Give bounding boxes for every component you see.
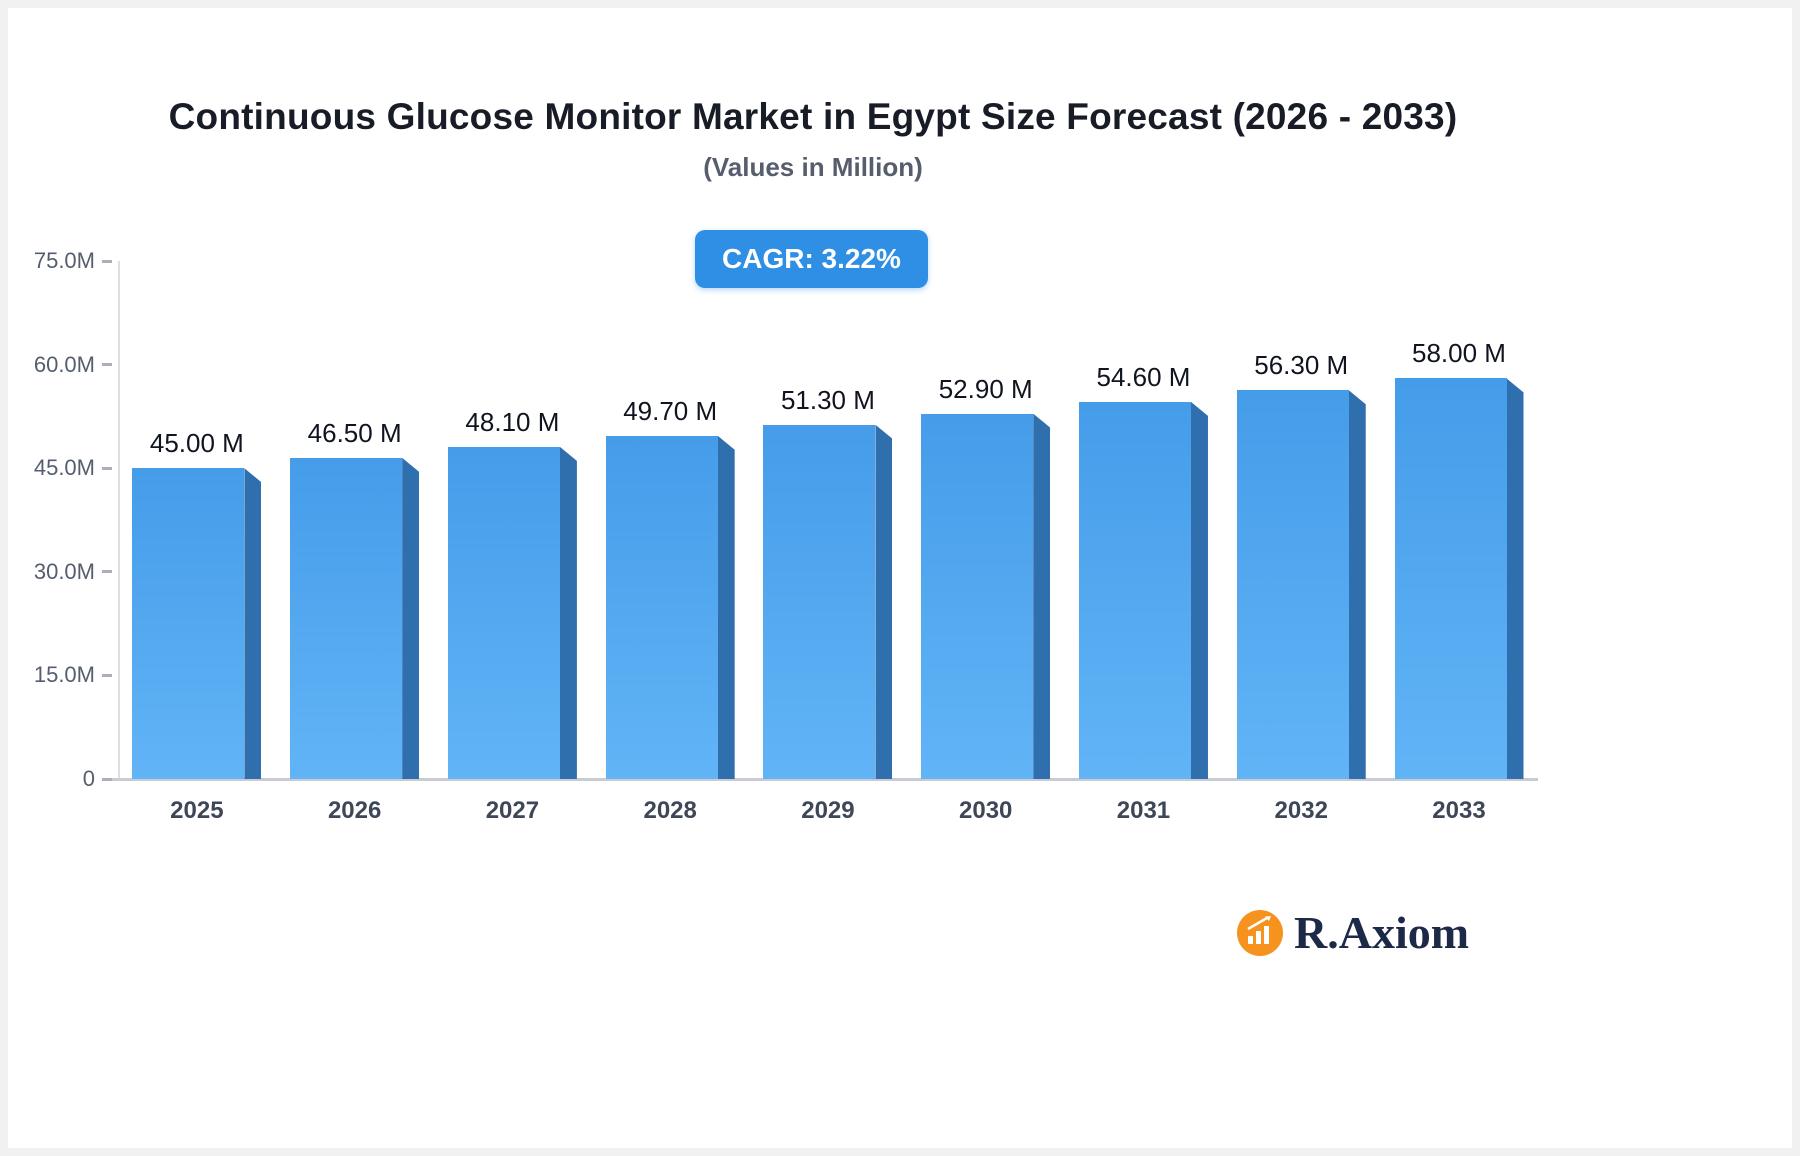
y-axis-tick-label: 45.0M bbox=[33, 455, 95, 481]
y-axis: 75.0M 60.0M 45.0M 30.0M 15.0M 0 bbox=[8, 248, 112, 791]
bar-side-shadow bbox=[717, 435, 735, 779]
brand-logo: R.Axiom bbox=[1236, 906, 1469, 959]
bar-face bbox=[1236, 390, 1349, 779]
x-axis-label: 2028 bbox=[643, 797, 697, 824]
y-axis-tick-mark bbox=[102, 466, 112, 470]
y-axis-tick: 30.0M bbox=[34, 559, 112, 585]
bar-group-2029: 51.30 M 2029 bbox=[763, 384, 893, 824]
bar bbox=[763, 424, 893, 779]
bar bbox=[1078, 401, 1208, 779]
bar bbox=[921, 413, 1051, 779]
y-axis-tick: 60.0M bbox=[34, 352, 112, 378]
bar bbox=[605, 435, 735, 779]
bar-value-label: 52.90 M bbox=[938, 373, 1033, 404]
bar-value-label: 54.60 M bbox=[1096, 361, 1191, 392]
x-axis-label: 2032 bbox=[1274, 797, 1328, 824]
bar-side-shadow bbox=[875, 424, 893, 779]
bar bbox=[290, 457, 420, 779]
chart-header: Continuous Glucose Monitor Market in Egy… bbox=[8, 96, 1618, 183]
bar-side-shadow bbox=[1348, 390, 1366, 779]
x-axis-label: 2029 bbox=[801, 797, 855, 824]
bar bbox=[447, 446, 577, 779]
bar-value-label: 49.70 M bbox=[623, 395, 718, 426]
y-axis-tick: 15.0M bbox=[34, 662, 112, 688]
bar-side-shadow bbox=[1190, 401, 1208, 779]
x-axis-label: 2030 bbox=[959, 797, 1013, 824]
y-axis-tick-label: 0 bbox=[82, 766, 95, 791]
y-axis-tick-mark bbox=[102, 570, 112, 574]
x-axis-line bbox=[112, 778, 1538, 781]
chart-page: Continuous Glucose Monitor Market in Egy… bbox=[8, 8, 1792, 1148]
y-axis-tick-mark bbox=[102, 673, 112, 677]
y-axis-line bbox=[118, 261, 120, 779]
bar bbox=[132, 468, 262, 779]
y-axis-tick: 45.0M bbox=[34, 455, 112, 481]
bar-face bbox=[132, 468, 245, 779]
bar-side-shadow bbox=[1033, 413, 1051, 779]
bar bbox=[1394, 378, 1524, 779]
y-axis-tick-label: 30.0M bbox=[33, 558, 95, 584]
y-axis-tick: 0 bbox=[83, 766, 112, 792]
y-axis-tick-mark bbox=[102, 363, 112, 367]
brand-logo-icon bbox=[1237, 909, 1283, 956]
x-axis-label: 2027 bbox=[485, 797, 540, 824]
bar-value-label: 45.00 M bbox=[149, 428, 244, 459]
bar-side-shadow bbox=[244, 468, 262, 779]
chart-title: Continuous Glucose Monitor Market in Egy… bbox=[168, 96, 1458, 137]
bar-group-2031: 54.60 M 2031 bbox=[1078, 361, 1208, 824]
y-axis-tick-label: 75.0M bbox=[33, 248, 95, 273]
bar-face bbox=[605, 435, 718, 779]
y-axis-tick-label: 60.0M bbox=[33, 351, 95, 377]
bar-face bbox=[447, 446, 560, 779]
bar-group-2028: 49.70 M 2028 bbox=[605, 395, 735, 824]
bar-side-shadow bbox=[1506, 378, 1524, 779]
bar-value-label: 58.00 M bbox=[1412, 338, 1506, 369]
cagr-badge: CAGR: 3.22% bbox=[695, 230, 928, 288]
plot-area: 45.00 M 2025 46.50 M 2026 48.10 M 2027 49.70 M… bbox=[112, 261, 1538, 824]
y-axis-tick-mark bbox=[102, 259, 112, 263]
bar-value-label: 51.30 M bbox=[780, 384, 875, 415]
x-axis-label: 2026 bbox=[327, 797, 382, 824]
bar-face bbox=[1394, 378, 1507, 779]
x-axis-label: 2033 bbox=[1432, 797, 1486, 824]
bar-value-label: 46.50 M bbox=[307, 417, 402, 448]
bar-group-2033: 58.00 M 2033 bbox=[1394, 338, 1524, 824]
bar-group-2026: 46.50 M 2026 bbox=[290, 417, 420, 824]
chart-subtitle: (Values in Million) bbox=[703, 152, 923, 182]
y-axis-tick-mark bbox=[102, 777, 112, 781]
bar-face bbox=[763, 424, 876, 779]
x-axis-label: 2025 bbox=[170, 797, 224, 824]
bar-side-shadow bbox=[559, 446, 577, 779]
bar-group-2027: 48.10 M 2027 bbox=[447, 406, 577, 824]
bar-group-2030: 52.90 M 2030 bbox=[921, 373, 1051, 824]
bar-face bbox=[290, 457, 403, 779]
x-axis-label: 2031 bbox=[1116, 797, 1171, 824]
y-axis-tick-label: 15.0M bbox=[33, 662, 95, 688]
y-axis-tick: 75.0M bbox=[34, 248, 112, 274]
bar-group-2032: 56.30 M 2032 bbox=[1236, 350, 1366, 824]
bar-value-label: 48.10 M bbox=[465, 406, 560, 437]
bar-value-label: 56.30 M bbox=[1254, 350, 1349, 381]
bar-group-2025: 45.00 M 2025 bbox=[132, 428, 262, 824]
bar-side-shadow bbox=[402, 457, 420, 779]
bar-face bbox=[921, 413, 1034, 779]
brand-name: R.Axiom bbox=[1294, 907, 1470, 958]
bar-face bbox=[1078, 401, 1191, 779]
bar bbox=[1236, 390, 1366, 779]
